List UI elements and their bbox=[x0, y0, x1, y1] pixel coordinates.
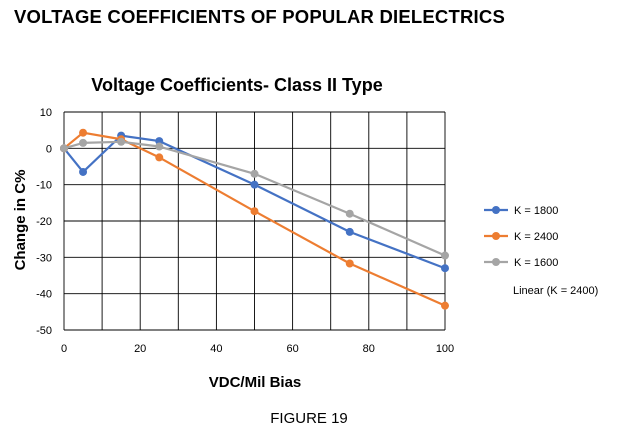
data-point bbox=[250, 169, 259, 178]
series-layer bbox=[60, 128, 449, 310]
legend-label: K = 2400 bbox=[514, 231, 558, 243]
y-tick-label: -20 bbox=[36, 216, 52, 228]
x-tick-label: 100 bbox=[436, 343, 454, 355]
data-point bbox=[250, 207, 259, 216]
legend-label: K = 1600 bbox=[514, 257, 558, 269]
series-3 bbox=[60, 137, 449, 260]
data-point bbox=[345, 227, 354, 236]
y-tick-label: 0 bbox=[46, 143, 52, 155]
legend-label: K = 1800 bbox=[514, 205, 558, 217]
figure-caption: FIGURE 19 bbox=[270, 410, 348, 427]
y-tick-label: 10 bbox=[40, 107, 52, 119]
data-point bbox=[117, 137, 126, 146]
data-point bbox=[155, 153, 164, 162]
x-axis-title: VDC/Mil Bias bbox=[209, 374, 302, 391]
data-point bbox=[60, 144, 68, 153]
chart-title: Voltage Coefficients- Class II Type bbox=[91, 75, 382, 95]
data-point bbox=[155, 142, 164, 151]
data-point bbox=[79, 128, 88, 137]
y-tick-label: -30 bbox=[36, 252, 52, 264]
legend-swatch-marker bbox=[492, 232, 500, 240]
x-tick-label: 80 bbox=[363, 343, 375, 355]
grid-lines bbox=[63, 111, 446, 331]
data-point bbox=[79, 138, 88, 147]
y-tick-labels: 10 0 -10 -20 -30 -40 -50 bbox=[36, 107, 52, 337]
legend: K = 1800 K = 2400 K = 1600 bbox=[484, 205, 558, 269]
x-tick-label: 20 bbox=[134, 343, 146, 355]
y-tick-label: -50 bbox=[36, 325, 52, 337]
data-point bbox=[441, 264, 449, 273]
y-axis-title: Change in C% bbox=[12, 170, 29, 271]
y-tick-label: -10 bbox=[36, 180, 52, 192]
x-tick-label: 60 bbox=[286, 343, 298, 355]
x-tick-label: 40 bbox=[210, 343, 222, 355]
data-point bbox=[79, 167, 88, 176]
legend-swatch-marker bbox=[492, 206, 500, 214]
x-tick-labels: 0 20 40 60 80 100 bbox=[61, 343, 454, 355]
data-point bbox=[345, 259, 354, 268]
data-point bbox=[441, 251, 449, 260]
data-point bbox=[441, 301, 449, 310]
x-tick-label: 0 bbox=[61, 343, 67, 355]
legend-swatch-marker bbox=[492, 258, 500, 266]
legend-item: K = 1800 bbox=[484, 205, 558, 217]
data-point bbox=[345, 209, 354, 218]
y-tick-label: -40 bbox=[36, 289, 52, 301]
legend-item: K = 1600 bbox=[484, 257, 558, 269]
data-point bbox=[250, 180, 259, 189]
page-heading: VOLTAGE COEFFICIENTS OF POPULAR DIELECTR… bbox=[14, 6, 505, 27]
trendline-annotation: Linear (K = 2400) bbox=[513, 285, 598, 297]
legend-item: K = 2400 bbox=[484, 231, 558, 243]
